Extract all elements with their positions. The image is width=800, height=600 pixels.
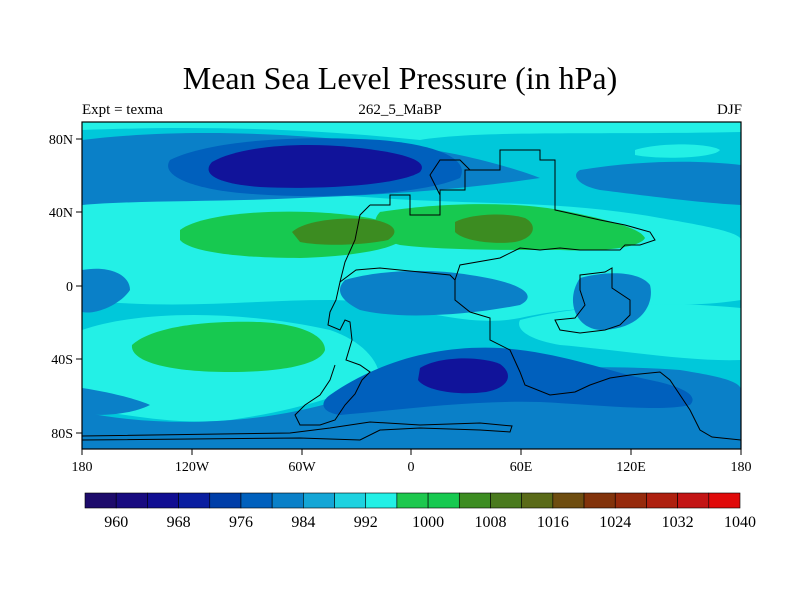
y-tick-label: 0 [66,280,73,295]
x-tick-label: 120E [616,460,646,475]
axis-ticks [76,138,742,455]
colorbar-label: 1008 [474,514,506,531]
period-label: 262_5_MaBP [358,102,442,118]
colorbar-swatch [240,492,273,509]
colorbar-swatch [677,492,710,509]
contour-indian-blue [572,273,651,330]
contour-nw-pacific-cyan [635,144,720,158]
colorbar-swatch [552,492,585,509]
contour-aleutian-low [208,144,422,188]
colorbar-swatch [427,492,460,509]
colorbar-swatch [365,492,398,509]
experiment-label: Expt = texma [82,102,163,118]
season-label: DJF [716,102,742,118]
contour-southern-low [418,358,508,394]
coastline-australia [554,267,631,334]
colorbar-swatch [84,492,117,509]
y-tick-label: 40S [51,353,73,368]
coastline-africa [339,267,456,283]
colorbar-label: 1000 [412,514,444,531]
colorbar-swatch [490,492,522,509]
contour-atlantic-tropics-blue [340,270,528,316]
y-tick-label: 80N [49,133,73,148]
y-tick-label: 40N [49,206,73,221]
colorbar-swatch [303,492,335,509]
contour-subantarctic-trough [323,347,693,415]
x-tick-label: 60E [510,460,533,475]
contour-arctic-cyan [82,122,741,140]
x-tick-label: 120W [175,460,210,475]
colorbar-swatch [396,492,429,509]
colorbar-label: 984 [291,514,315,531]
chart-title: Mean Sea Level Pressure (in hPa) [182,60,618,96]
x-tick-label: 0 [408,460,415,475]
coastline-north-america-eurasia [370,149,741,441]
coastlines [82,149,741,441]
colorbar-swatch [583,492,616,509]
colorbar [84,492,741,509]
colorbar-swatch [178,492,211,509]
colorbar-label: 1040 [724,514,756,531]
colorbar-swatch [708,492,741,509]
contour-south-pacific-high [131,321,325,372]
colorbar-swatch [115,492,148,509]
coastline-americas [294,204,371,426]
colorbar-swatch [458,492,491,509]
colorbar-swatch [147,492,179,509]
colorbar-labels: 960 968 976 984 992 1000 1008 1016 1024 1032 1040 [104,514,756,531]
coastline-greenland [429,159,471,196]
colorbar-label: 976 [229,514,253,531]
colorbar-swatch [614,492,647,509]
x-tick-label: 180 [72,460,93,475]
pressure-field [82,122,741,449]
contour-south-pacific-blue [82,388,150,415]
coastline-antarctica [82,421,513,441]
colorbar-swatch [209,492,242,509]
colorbar-label: 1016 [537,514,569,531]
colorbar-label: 1032 [662,514,694,531]
colorbar-swatch [271,492,304,509]
colorbar-label: 968 [167,514,191,531]
colorbar-label: 992 [354,514,378,531]
y-tick-label: 80S [51,427,73,442]
colorbar-swatch [521,492,554,509]
colorbar-swatch [646,492,678,509]
x-tick-label: 60W [288,460,316,475]
colorbar-label: 1024 [599,514,631,531]
contour-pacific-east-blue [82,268,130,313]
contour-siberian-blue [576,161,741,205]
x-tick-label: 180 [731,460,752,475]
contour-eurasian-high-core [455,214,533,243]
colorbar-label: 960 [104,514,128,531]
colorbar-swatch [334,492,367,509]
contour-pacific-high-core [292,218,395,245]
